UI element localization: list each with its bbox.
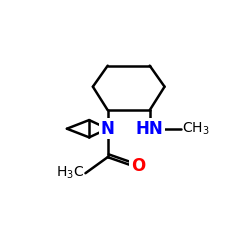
Text: $\mathregular{CH_3}$: $\mathregular{CH_3}$ — [182, 120, 210, 137]
Text: HN: HN — [136, 120, 164, 138]
Text: O: O — [131, 157, 145, 175]
Text: $\mathregular{H_3C}$: $\mathregular{H_3C}$ — [56, 165, 84, 182]
Text: N: N — [101, 120, 115, 138]
